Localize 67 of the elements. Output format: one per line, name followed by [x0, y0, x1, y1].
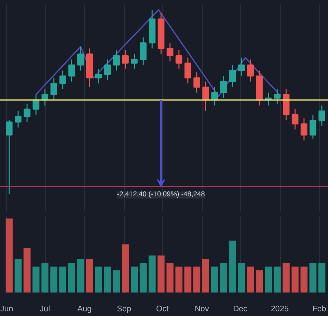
bar — [265, 266, 272, 293]
candlestick — [310, 114, 317, 140]
candlestick — [238, 57, 246, 77]
bar — [148, 256, 156, 293]
candlestick — [60, 70, 66, 90]
bar — [24, 248, 31, 293]
bar — [50, 266, 58, 293]
candlestick — [14, 110, 22, 128]
candlestick — [140, 37, 147, 66]
candlestick — [274, 88, 281, 104]
bar — [32, 266, 40, 293]
candlestick — [50, 78, 58, 101]
candlestick — [176, 50, 183, 70]
candlestick — [256, 70, 263, 106]
bar — [77, 259, 84, 293]
x-tick-label: Sep — [117, 304, 132, 314]
candlestick — [86, 48, 94, 88]
bar — [68, 263, 76, 293]
candlestick — [78, 46, 84, 72]
x-tick-label: Dec — [233, 304, 248, 314]
bar — [131, 266, 138, 293]
bar — [60, 266, 67, 293]
bar — [282, 263, 290, 293]
x-tick-label: Oct — [156, 304, 170, 314]
candlestick — [122, 50, 129, 70]
bar — [6, 218, 13, 293]
bar — [113, 270, 120, 293]
candlestick — [104, 59, 112, 80]
bar — [202, 259, 210, 293]
x-tick-label: Jun — [0, 304, 14, 314]
candlestick — [292, 108, 299, 130]
x-tick-label: 2025 — [271, 304, 290, 314]
x-tick-label: Feb — [312, 304, 328, 314]
candlestick — [318, 105, 326, 126]
bar — [140, 263, 147, 293]
bar — [274, 266, 281, 293]
candlestick — [6, 120, 13, 195]
candlestick — [149, 10, 156, 50]
bar — [256, 270, 264, 293]
candlestick — [283, 88, 290, 121]
candlestick — [300, 118, 308, 142]
candlestick — [247, 59, 254, 82]
bar — [247, 266, 254, 293]
candlestick — [166, 42, 174, 62]
candlestick — [68, 59, 76, 82]
candlestick — [95, 68, 102, 84]
candlestick — [229, 64, 236, 88]
x-tick-label: Nov — [195, 304, 210, 314]
candlestick — [24, 103, 31, 123]
candlestick — [202, 81, 210, 112]
bar — [184, 266, 192, 293]
x-tick-label: Aug — [78, 304, 92, 314]
candlestick — [131, 54, 138, 70]
bar — [220, 263, 228, 293]
candlestick — [184, 57, 192, 84]
bar — [211, 266, 218, 293]
candlestick — [113, 50, 120, 72]
bar — [310, 263, 317, 293]
bar — [86, 259, 94, 293]
bar — [122, 244, 130, 293]
candlestick — [220, 76, 228, 99]
bar — [42, 263, 49, 293]
bar — [194, 266, 201, 293]
candlestick — [194, 72, 200, 94]
bar — [14, 259, 22, 293]
x-tick-label: Jul — [40, 304, 51, 314]
bar — [318, 263, 326, 293]
